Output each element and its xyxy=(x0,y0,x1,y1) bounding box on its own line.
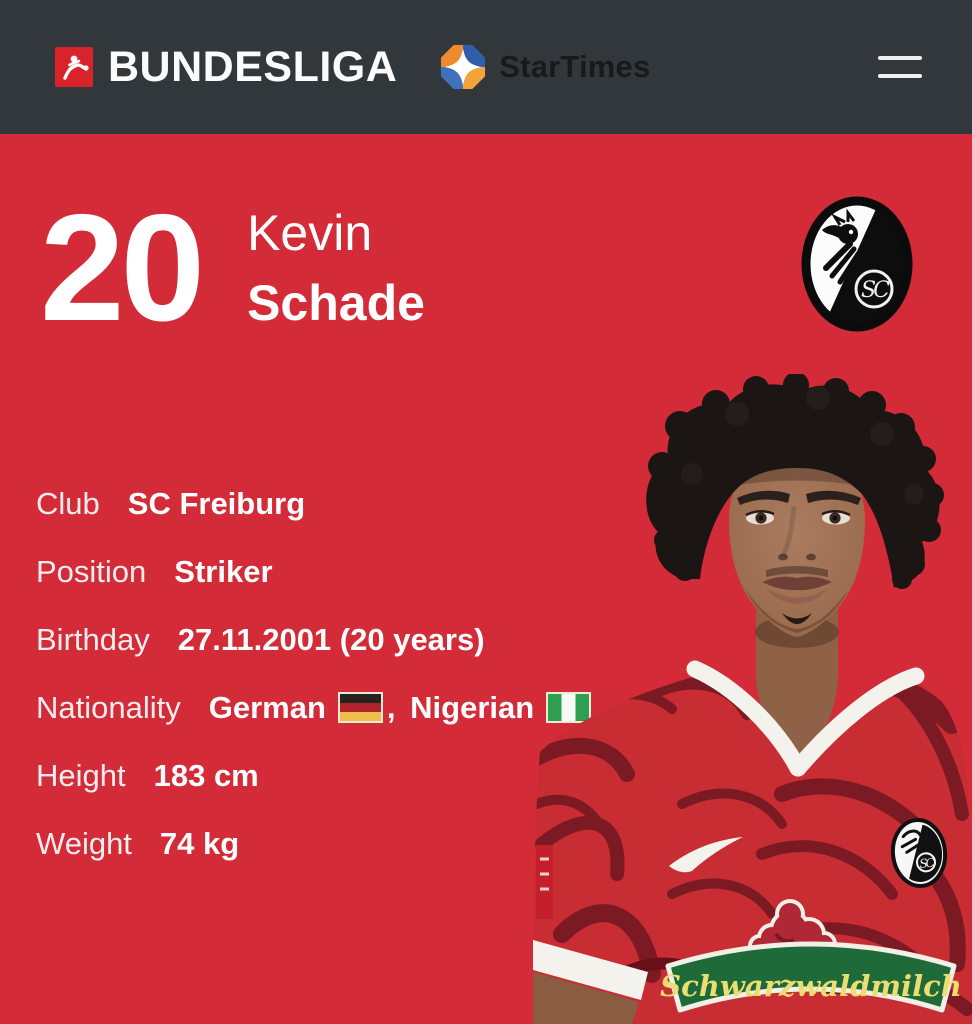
nigeria-flag-icon xyxy=(546,692,592,723)
nationality-comma: , xyxy=(386,690,405,725)
info-row-height: Height 183 cm xyxy=(36,759,591,793)
player-last-name: Schade xyxy=(247,275,425,331)
crest-monogram: SC xyxy=(861,278,890,303)
sponsor-text: Schwarzwaldmilch xyxy=(660,969,962,1003)
bundesliga-sleeve-patch xyxy=(536,845,553,919)
player-photo: SC Schwarzwaldmilch xyxy=(533,374,972,1024)
weight-value: 74 kg xyxy=(159,826,240,861)
sc-freiburg-crest: SC xyxy=(801,196,913,332)
info-row-nationality: Nationality German, Nigerian xyxy=(36,690,592,725)
startimes-star-icon xyxy=(441,44,486,90)
player-hair xyxy=(646,374,944,589)
sponsor-logo: Schwarzwaldmilch xyxy=(660,899,962,1013)
player-identity: 20 Kevin Schade xyxy=(40,192,425,344)
bundesliga-wordmark: BUNDESLIGA xyxy=(108,42,398,91)
jersey-crest-monogram: SC xyxy=(919,855,936,871)
player-info-list: Club SC Freiburg Position Striker Birthday… xyxy=(36,487,592,895)
info-row-position: Position Striker xyxy=(36,555,591,589)
player-facial-features xyxy=(737,490,861,633)
birthday-label: Birthday xyxy=(36,622,150,657)
weight-label: Weight xyxy=(36,826,132,861)
position-value: Striker xyxy=(174,554,273,589)
startimes-wordmark: StarTimes xyxy=(499,49,651,84)
player-arm xyxy=(533,972,639,1024)
germany-flag-icon xyxy=(337,692,383,723)
player-first-name: Kevin xyxy=(247,205,373,261)
info-row-weight: Weight 74 kg xyxy=(36,827,591,861)
player-hero: 20 Kevin Schade SC xyxy=(0,134,972,1024)
height-value: 183 cm xyxy=(153,758,259,793)
nationality-first: German xyxy=(208,690,326,725)
height-label: Height xyxy=(36,758,126,793)
birthday-value: 27.11.2001 (20 years) xyxy=(177,622,485,657)
sleeve-cuff xyxy=(533,940,648,1000)
bundesliga-logo[interactable]: BUNDESLIGA xyxy=(55,42,398,91)
club-label: Club xyxy=(36,486,100,521)
site-header: BUNDESLIGA StarTimes xyxy=(0,0,972,134)
bundesliga-kicker-icon xyxy=(55,47,93,87)
nationality-label: Nationality xyxy=(36,690,181,725)
hamburger-menu-icon[interactable] xyxy=(878,50,922,84)
jersey-collar xyxy=(686,660,925,777)
player-name: Kevin Schade xyxy=(247,192,425,344)
startimes-logo[interactable]: StarTimes xyxy=(439,41,650,93)
nationality-second: Nigerian xyxy=(410,690,535,725)
shirt-number: 20 xyxy=(40,183,205,353)
club-value: SC Freiburg xyxy=(127,486,306,521)
nike-swoosh-icon xyxy=(669,837,743,873)
position-label: Position xyxy=(36,554,147,589)
jersey-crest: SC xyxy=(890,818,948,888)
griffin-icon xyxy=(822,208,864,288)
player-face xyxy=(728,458,866,637)
info-row-birthday: Birthday 27.11.2001 (20 years) xyxy=(36,623,591,657)
info-row-club: Club SC Freiburg xyxy=(36,487,591,521)
